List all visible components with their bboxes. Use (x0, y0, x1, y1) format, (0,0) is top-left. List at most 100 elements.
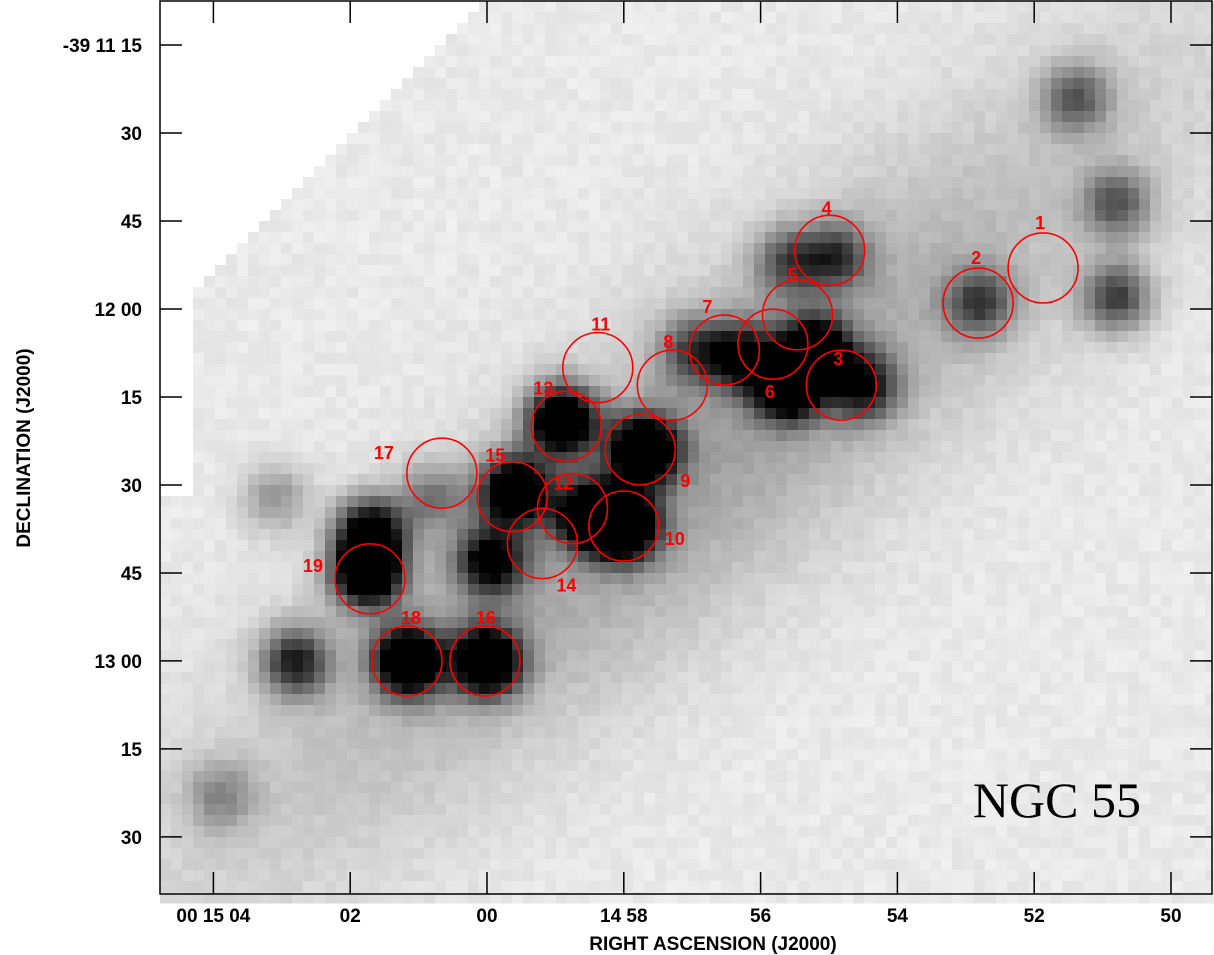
image-pixel (1062, 232, 1074, 244)
image-pixel (479, 122, 491, 134)
image-pixel (1095, 485, 1107, 497)
image-pixel (1007, 441, 1019, 453)
image-pixel (787, 408, 799, 420)
image-pixel (1040, 133, 1052, 145)
image-pixel (1150, 111, 1162, 123)
image-pixel (556, 320, 568, 332)
image-pixel (1139, 45, 1151, 57)
image-pixel (820, 111, 832, 123)
image-pixel (325, 573, 337, 585)
image-pixel (347, 364, 359, 376)
image-pixel (699, 320, 711, 332)
image-pixel (1183, 617, 1195, 629)
image-pixel (413, 375, 425, 387)
image-pixel (523, 122, 535, 134)
image-pixel (1150, 353, 1162, 365)
image-pixel (754, 518, 766, 530)
image-pixel (864, 606, 876, 618)
image-pixel (644, 386, 656, 398)
image-pixel (688, 331, 700, 343)
image-pixel (809, 617, 821, 629)
image-pixel (193, 419, 205, 431)
image-pixel (1040, 617, 1052, 629)
image-pixel (1095, 617, 1107, 629)
image-pixel (358, 375, 370, 387)
image-pixel (996, 155, 1008, 167)
image-pixel (457, 463, 469, 475)
image-pixel (358, 606, 370, 618)
image-pixel (567, 166, 579, 178)
image-pixel (1051, 595, 1063, 607)
image-pixel (897, 34, 909, 46)
image-pixel (1084, 45, 1096, 57)
image-pixel (721, 298, 733, 310)
image-pixel (347, 188, 359, 200)
image-pixel (1007, 529, 1019, 541)
image-pixel (710, 78, 722, 90)
image-pixel (974, 320, 986, 332)
image-pixel (358, 199, 370, 211)
image-pixel (809, 232, 821, 244)
image-pixel (809, 463, 821, 475)
image-pixel (182, 540, 194, 552)
image-pixel (919, 518, 931, 530)
image-pixel (842, 331, 854, 343)
image-pixel (1161, 353, 1173, 365)
image-pixel (666, 265, 678, 277)
image-pixel (1205, 276, 1214, 288)
image-pixel (413, 496, 425, 508)
image-pixel (688, 617, 700, 629)
image-pixel (688, 210, 700, 222)
image-pixel (1139, 331, 1151, 343)
image-pixel (721, 573, 733, 585)
image-pixel (875, 188, 887, 200)
image-pixel (930, 188, 942, 200)
image-pixel (1073, 474, 1085, 486)
image-pixel (567, 111, 579, 123)
image-pixel (413, 276, 425, 288)
image-pixel (567, 221, 579, 233)
image-pixel (578, 276, 590, 288)
image-pixel (556, 166, 568, 178)
image-pixel (765, 584, 777, 596)
image-pixel (413, 342, 425, 354)
image-pixel (446, 221, 458, 233)
image-pixel (1106, 463, 1118, 475)
image-pixel (402, 221, 414, 233)
image-pixel (765, 111, 777, 123)
image-pixel (501, 507, 513, 519)
image-pixel (1194, 430, 1206, 442)
image-pixel (1018, 133, 1030, 145)
image-pixel (303, 430, 315, 442)
image-pixel (446, 551, 458, 563)
image-pixel (226, 584, 238, 596)
image-pixel (1205, 320, 1214, 332)
image-pixel (336, 441, 348, 453)
image-pixel (1161, 562, 1173, 574)
image-pixel (193, 628, 205, 640)
image-pixel (479, 45, 491, 57)
image-pixel (941, 408, 953, 420)
image-pixel (303, 188, 315, 200)
image-pixel (270, 419, 282, 431)
image-pixel (237, 419, 249, 431)
image-pixel (281, 496, 293, 508)
image-pixel (435, 298, 447, 310)
image-pixel (369, 210, 381, 222)
image-pixel (633, 78, 645, 90)
image-pixel (424, 254, 436, 266)
image-pixel (743, 100, 755, 112)
image-pixel (1018, 89, 1030, 101)
image-pixel (765, 100, 777, 112)
image-pixel (1172, 375, 1184, 387)
image-pixel (809, 265, 821, 277)
image-pixel (985, 386, 997, 398)
image-pixel (424, 441, 436, 453)
image-pixel (446, 287, 458, 299)
image-pixel (897, 67, 909, 79)
image-pixel (930, 309, 942, 321)
image-pixel (622, 210, 634, 222)
image-pixel (622, 595, 634, 607)
image-pixel (853, 12, 865, 24)
image-pixel (743, 166, 755, 178)
